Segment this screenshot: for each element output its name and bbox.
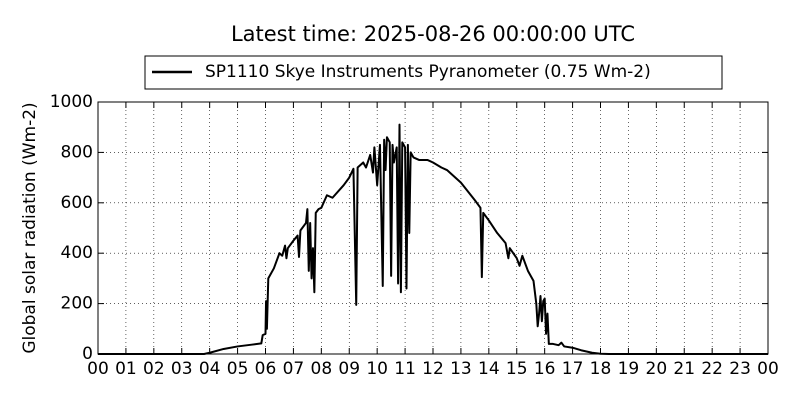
x-tick-label: 02 (143, 359, 165, 379)
x-tick-label: 09 (338, 359, 360, 379)
x-tick-label: 22 (701, 359, 723, 379)
x-tick-label: 00 (757, 359, 779, 379)
x-tick-label: 16 (534, 359, 556, 379)
x-tick-label: 17 (562, 359, 584, 379)
plot-frame (97, 101, 769, 355)
x-tick-label: 07 (283, 359, 305, 379)
x-tick-label: 01 (115, 359, 137, 379)
x-tick-label: 04 (199, 359, 221, 379)
chart-title: Latest time: 2025-08-26 00:00:00 UTC (231, 22, 635, 46)
x-tick-label: 11 (394, 359, 416, 379)
x-tick-label: 13 (450, 359, 472, 379)
x-tick-label: 21 (673, 359, 695, 379)
legend-label: SP1110 Skye Instruments Pyranometer (0.7… (205, 62, 651, 82)
y-tick-label: 600 (61, 193, 93, 213)
x-tick-label: 19 (618, 359, 640, 379)
x-tick-label: 18 (590, 359, 612, 379)
x-tick-label: 08 (311, 359, 333, 379)
y-axis-label: Global solar radiation (Wm-2) (20, 102, 40, 353)
x-tick-label: 10 (366, 359, 388, 379)
y-tick-label: 200 (61, 294, 93, 314)
x-tick-label: 03 (171, 359, 193, 379)
x-tick-label: 14 (478, 359, 500, 379)
x-tick-label: 15 (506, 359, 528, 379)
legend (144, 55, 723, 90)
x-tick-label: 00 (87, 359, 109, 379)
data-line (98, 123, 768, 355)
x-tick-label: 20 (646, 359, 668, 379)
x-tick-label: 06 (255, 359, 277, 379)
y-tick-label: 0 (82, 344, 93, 364)
x-tick-label: 12 (422, 359, 444, 379)
y-tick-label: 800 (61, 142, 93, 162)
x-tick-label: 05 (227, 359, 249, 379)
y-tick-label: 400 (61, 243, 93, 263)
x-tick-label: 23 (729, 359, 751, 379)
y-tick-label: 1000 (50, 92, 93, 112)
